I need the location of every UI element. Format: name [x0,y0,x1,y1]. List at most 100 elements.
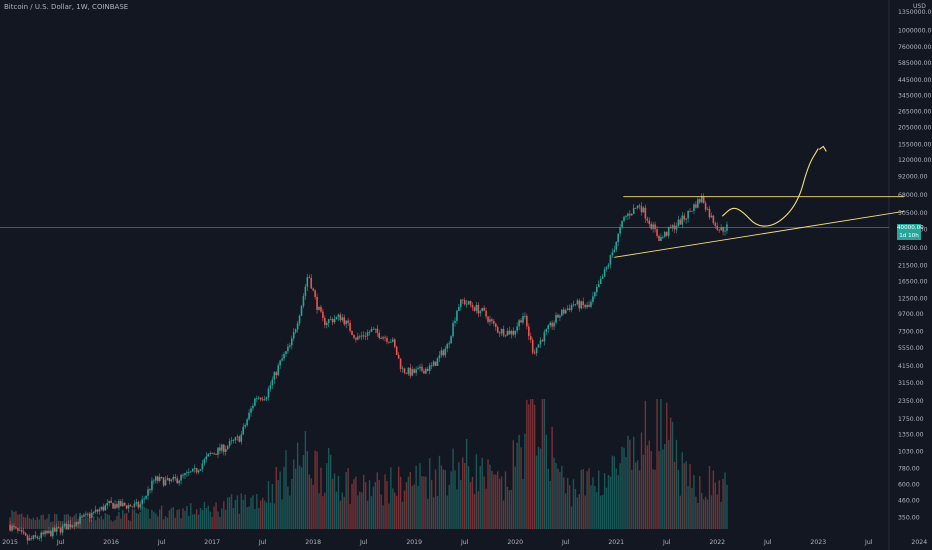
y-tick-label: 1030.00 [898,448,924,455]
candle-body [279,360,281,366]
x-tick-label: 2016 [103,539,119,546]
candle-body [149,489,151,491]
candle-body [687,210,689,219]
candle-body [627,213,629,217]
candle-body [551,322,553,327]
volume-bar [90,520,93,529]
candle-body [508,330,511,335]
volume-bar [710,495,713,529]
volume-bar [574,488,577,529]
candle-body [195,467,198,473]
volume-bar [417,486,419,529]
volume-bar [634,462,637,529]
volume-bar [555,462,557,529]
candle-body [498,332,501,334]
candle-body [182,474,184,476]
y-tick-label: 350.00 [898,514,920,521]
candle-body [320,306,322,312]
candle-body [127,505,130,509]
volume-bar [164,516,167,529]
candle-body [510,330,513,335]
volume-bar [652,469,654,529]
candle-body [156,476,159,481]
volume-bar [388,503,390,529]
volume-bar [17,514,19,529]
candle-body [339,314,342,321]
candle-body [77,521,79,524]
volume-bar [205,508,208,529]
x-tick-label: Jul [460,539,469,546]
volume-bar [578,494,581,529]
candle-body [324,318,326,325]
volume-bar [203,501,206,529]
candle-body [401,368,404,370]
candle-body [9,524,11,531]
candle-body [228,441,231,447]
volume-bar [419,463,421,529]
candle-body [292,332,295,339]
candle-body [236,436,239,438]
rising-support-trendline [614,210,905,258]
y-tick-label: 120000.00 [898,157,932,164]
candle-body [539,340,542,345]
candle-body [677,219,680,226]
candle-body [52,527,54,537]
y-tick-label: 28500.00 [898,245,928,252]
candle-body [644,207,647,219]
candle-body [277,365,280,376]
candle-body [180,474,182,481]
candle-body [232,440,235,441]
volume-bar [551,426,553,529]
candle-body [481,307,483,312]
volume-bar [382,505,384,529]
volume-bar [485,488,487,529]
projection-curve [721,148,819,227]
volume-bar [104,513,106,529]
volume-bar [50,521,52,529]
volume-bar [275,467,277,529]
candle-body [46,530,48,534]
volume-bar [331,478,334,529]
candle-body [374,328,377,330]
candle-body [378,332,381,339]
candle-body [392,339,394,342]
volume-bar [430,480,433,529]
candle-body [358,336,361,338]
candle-body [20,530,23,532]
candle-body [205,456,208,460]
candle-body [615,242,618,250]
volume-bar [182,508,184,529]
candle-body [502,328,505,336]
candle-body [621,220,623,228]
volume-bar [92,516,95,529]
volume-bar [427,498,429,529]
x-tick-label: 2018 [305,539,321,546]
candle-body [460,299,462,307]
y-tick-label: 5550.00 [898,345,924,352]
volume-bar [256,493,258,529]
candle-body [368,331,371,333]
volume-bar [487,459,489,529]
candle-body [296,323,299,330]
candle-body [664,232,666,237]
volume-bar [399,476,402,529]
candle-body [477,304,480,314]
candle-body [53,527,56,532]
candle-body [147,489,149,496]
volume-bar [541,399,544,529]
candle-body [327,319,330,323]
volume-bar [510,489,513,529]
volume-bar [54,513,56,529]
candle-body [458,306,460,311]
volume-bar [438,455,441,529]
candle-body [640,206,643,213]
candle-body [399,358,402,369]
candle-body [145,495,147,499]
volume-bar [269,502,272,529]
candle-body [11,525,13,531]
volume-bar [633,436,635,529]
candle-body [473,307,476,311]
